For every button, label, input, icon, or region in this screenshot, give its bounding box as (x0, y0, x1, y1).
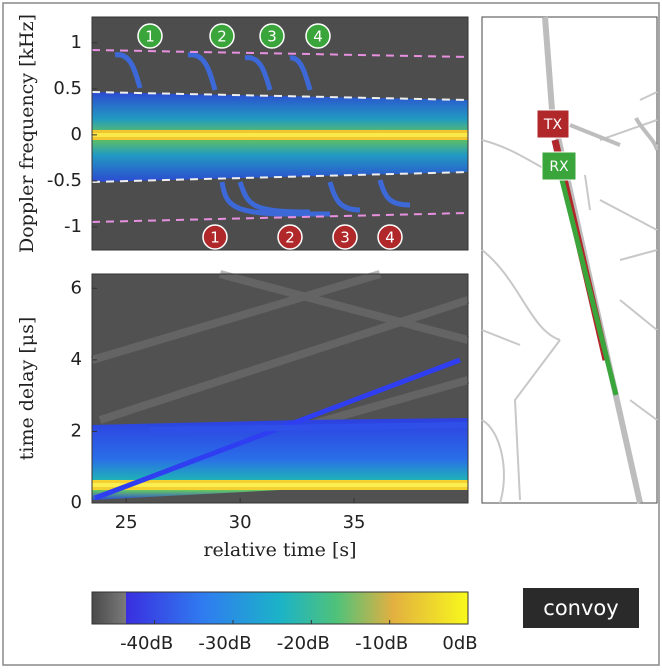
vehicle-marker (377, 224, 403, 250)
vehicle-marker-label: 1 (210, 229, 220, 247)
colorbar-tick-label: -20dB (277, 633, 330, 654)
plot-frame (91, 273, 469, 504)
vehicle-marker (277, 224, 303, 250)
rx-label: RX (549, 159, 569, 175)
y-axis-label: Doppler frequency [kHz] (16, 14, 38, 253)
vehicle-marker-label: 3 (267, 28, 277, 46)
colorbar-tick-label: -30dB (198, 633, 251, 654)
y-tick-label: 2 (71, 420, 82, 441)
scenario-label: convoy (543, 596, 618, 620)
vehicle-marker (209, 23, 235, 49)
y-tick-label: 0 (71, 492, 82, 513)
vehicle-marker-label: 2 (285, 229, 295, 247)
x-tick-label: 35 (343, 512, 366, 533)
tx-label: TX (543, 117, 563, 133)
vehicle-marker-label: 4 (385, 229, 395, 247)
colorbar-frame (91, 591, 469, 625)
vehicle-marker (259, 23, 285, 49)
colorbar (92, 592, 468, 624)
doppler-image (91, 17, 469, 250)
y-tick-label: 4 (71, 349, 82, 370)
vehicle-marker-label: 1 (145, 28, 155, 46)
y-axis-label: time delay [μs] (16, 317, 38, 461)
y-tick-label: 6 (71, 277, 82, 298)
y-tick-label: -0.5 (47, 170, 82, 191)
scenario-box (523, 588, 639, 628)
y-tick-label: 0 (71, 124, 82, 145)
delay-image (90, 270, 470, 503)
map: TX RX (481, 16, 659, 504)
y-tick-label: -1 (64, 216, 82, 237)
vehicle-marker-label: 3 (340, 229, 350, 247)
y-tick-label: 1 (71, 32, 82, 53)
colorbar-tick-label: -10dB (355, 633, 408, 654)
vehicle-marker (137, 23, 163, 49)
vehicle-marker (305, 23, 331, 49)
vehicle-marker (202, 224, 228, 250)
vehicle-marker-label: 4 (313, 28, 323, 46)
vehicle-marker-label: 2 (217, 28, 227, 46)
y-tick-label: 0.5 (53, 78, 82, 99)
plot-frame (91, 16, 469, 251)
x-tick-label: 25 (115, 512, 138, 533)
colorbar-tick-label: 0dB (442, 633, 477, 654)
x-tick-label: 30 (229, 512, 252, 533)
x-axis-label: relative time [s] (203, 539, 356, 561)
vehicle-marker (332, 224, 358, 250)
colorbar-tick-label: -40dB (120, 633, 173, 654)
